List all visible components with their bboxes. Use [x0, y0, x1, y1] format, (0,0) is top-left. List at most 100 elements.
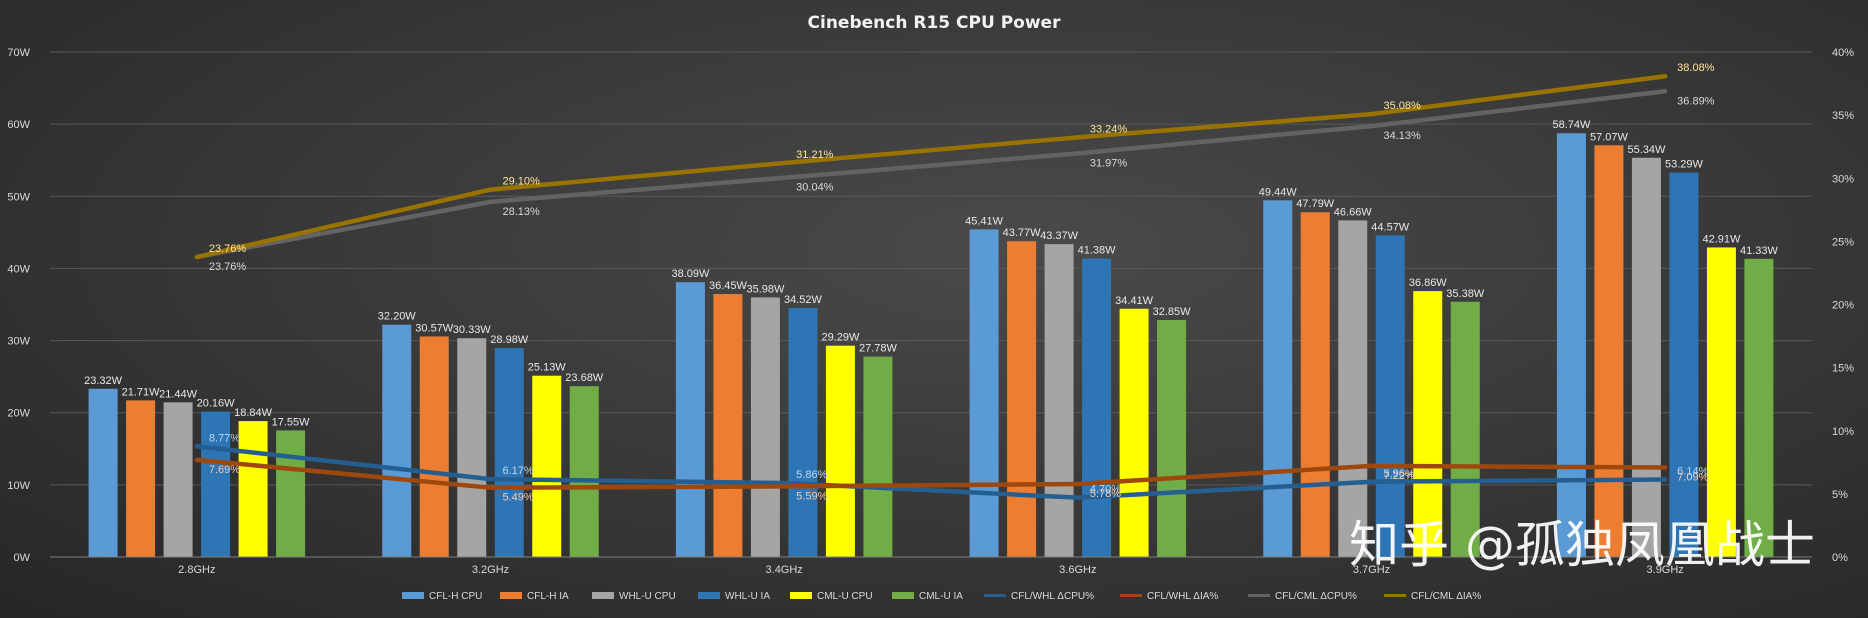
legend-label: CFL/WHL ΔIA% — [1147, 591, 1218, 602]
line-data-label: 6.17% — [503, 465, 534, 477]
bar-data-label: 36.86W — [1409, 277, 1448, 289]
x-category-label: 3.4GHz — [766, 564, 803, 576]
bar-data-label: 41.33W — [1740, 245, 1779, 257]
x-category-label: 3.2GHz — [472, 564, 509, 576]
line-data-label: 36.89% — [1677, 95, 1715, 107]
line-data-label: 7.09% — [1677, 471, 1708, 483]
y-right-tick-label: 30% — [1832, 173, 1854, 185]
bar — [750, 297, 780, 557]
bar — [419, 336, 449, 557]
line-data-label: 5.86% — [796, 469, 827, 481]
bar — [825, 345, 855, 557]
legend-swatch — [402, 592, 424, 599]
bar — [1556, 133, 1586, 558]
bar-data-label: 30.57W — [415, 322, 454, 334]
bar — [569, 386, 599, 557]
bar-data-label: 34.52W — [784, 294, 823, 306]
line-data-label: 23.76% — [209, 261, 247, 273]
bar-data-label: 53.29W — [1665, 159, 1704, 171]
bar — [863, 356, 893, 557]
legend-label: WHL-U CPU — [619, 591, 676, 602]
y-left-tick-label: 0W — [14, 552, 31, 564]
bar — [1375, 235, 1405, 557]
bar-data-label: 36.45W — [709, 280, 748, 292]
bar — [163, 402, 193, 557]
line-data-label: 29.10% — [503, 176, 541, 188]
bar — [713, 294, 743, 557]
bar-data-label: 21.71W — [122, 386, 161, 398]
y-right-tick-label: 15% — [1832, 363, 1854, 375]
y-right-tick-label: 10% — [1832, 426, 1854, 438]
bar-data-label: 28.98W — [490, 334, 529, 346]
y-right-tick-label: 5% — [1832, 489, 1848, 501]
bar — [238, 421, 268, 557]
y-left-tick-label: 10W — [7, 480, 30, 492]
bar-data-label: 30.33W — [453, 324, 492, 336]
bar — [1300, 212, 1330, 557]
bar-data-label: 45.41W — [965, 215, 1004, 227]
legend-label: CML-U IA — [919, 591, 963, 602]
x-axis: 2.8GHz 3.2GHz 3.4GHz 3.6GHz 3.7GHz 3.9GHz — [50, 556, 1812, 576]
bar-data-label: 49.44W — [1259, 186, 1298, 198]
bar — [1594, 145, 1624, 558]
bar — [201, 411, 231, 557]
line-data-label: 5.59% — [796, 490, 827, 502]
bar-data-label: 25.13W — [528, 362, 567, 374]
bar-data-label: 55.34W — [1627, 144, 1666, 156]
bar-data-label: 20.16W — [197, 398, 236, 410]
bar — [1669, 172, 1699, 557]
bar-data-label: 46.66W — [1334, 206, 1373, 218]
bar-data-label: 47.79W — [1296, 198, 1335, 210]
line-data-label: 8.77% — [209, 432, 240, 444]
bar-data-label: 42.91W — [1702, 233, 1741, 245]
x-category-label: 3.9GHz — [1647, 564, 1684, 576]
bar — [788, 307, 818, 557]
legend-label: CFL/CML ΔIA% — [1411, 591, 1481, 602]
y-right-tick-label: 35% — [1832, 110, 1854, 122]
bar — [1744, 258, 1774, 557]
legend-swatch — [592, 592, 614, 599]
bar-data-label: 43.37W — [1040, 230, 1079, 242]
bar-data-label: 23.32W — [84, 375, 123, 387]
line-data-label: 33.24% — [1090, 123, 1128, 135]
bar-data-label: 38.09W — [671, 268, 710, 280]
line-series-group: 8.77% 6.17% 5.86% 4.70% 5.96% 6.14% 7.69% 5.49%… — [194, 62, 1715, 504]
legend-swatch — [892, 592, 914, 599]
watermark-text: 知乎 @孤独凤凰战士 — [1349, 516, 1815, 574]
line-data-label: 30.04% — [796, 182, 834, 194]
bar-data-label: 58.74W — [1552, 119, 1591, 131]
legend-label: CML-U CPU — [817, 591, 873, 602]
y-left-tick-label: 30W — [7, 336, 30, 348]
line-data-label: 38.08% — [1677, 62, 1715, 74]
bar — [1338, 220, 1368, 558]
legend-label: WHL-U IA — [725, 591, 770, 602]
legend-swatch — [790, 592, 812, 599]
bar-data-label: 29.29W — [821, 332, 860, 344]
line-data-label: 6.14% — [1677, 465, 1708, 477]
series-line — [194, 457, 1668, 490]
series-line — [194, 73, 1668, 260]
y-right-tick-label: 25% — [1832, 236, 1854, 248]
line-data-label: 31.21% — [796, 149, 834, 161]
bar — [276, 430, 306, 557]
bar-data-label: 17.55W — [272, 416, 311, 428]
bar — [1119, 308, 1149, 557]
line-data-label: 28.13% — [503, 206, 541, 218]
line-data-label: 23.76% — [209, 243, 247, 255]
bar — [382, 324, 412, 557]
bar-data-label: 35.98W — [746, 283, 785, 295]
x-category-label: 3.6GHz — [1059, 564, 1096, 576]
y-right-tick-label: 40% — [1832, 47, 1854, 59]
bar — [88, 388, 118, 557]
y-left-tick-label: 60W — [7, 119, 30, 131]
line-data-label: 34.13% — [1384, 130, 1422, 142]
y-axis-right: 0% 5% 10% 15% 20% 25% 30% 35% 40% — [1832, 47, 1854, 564]
x-category-label: 2.8GHz — [178, 564, 215, 576]
bar-data-label: 41.38W — [1078, 244, 1117, 256]
line-data-label: 35.08% — [1384, 100, 1422, 112]
legend-label: CFL-H IA — [527, 591, 569, 602]
bar — [457, 338, 487, 557]
bar — [532, 375, 562, 557]
line-data-label: 5.96% — [1384, 468, 1415, 480]
